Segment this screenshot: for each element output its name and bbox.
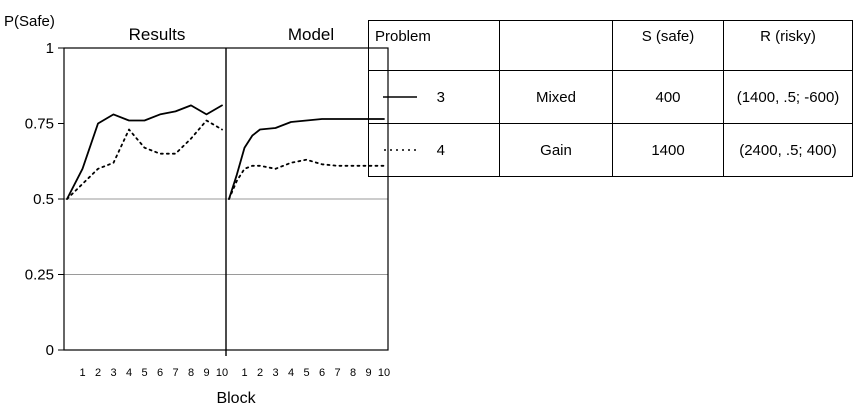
x-tick-label: 3 [110, 367, 116, 379]
y-tick-label: 0 [46, 342, 54, 359]
x-tick-label: 2 [95, 367, 101, 379]
legend-header-row: Problem S (safe) R (risky) [368, 20, 853, 71]
x-tick-label: 1 [79, 367, 85, 379]
header-risky: R (risky) [723, 20, 853, 71]
header-domain [499, 20, 613, 71]
x-tick-label: 8 [188, 367, 194, 379]
x-tick-label: 7 [334, 367, 340, 379]
safe-cell: 1400 [612, 123, 724, 177]
series-line-dotted [66, 119, 223, 200]
x-tick-label: 6 [319, 367, 325, 379]
problem-number: 3 [436, 88, 445, 106]
problem-number: 4 [436, 141, 445, 159]
series-line-dotted [228, 158, 385, 200]
x-tick-label: 9 [203, 367, 209, 379]
solid-line-swatch [383, 96, 417, 98]
series-line-solid [66, 104, 223, 200]
dotted-line-swatch [384, 149, 417, 151]
x-tick-label: 6 [157, 367, 163, 379]
panel-title: Model [288, 25, 334, 44]
safe-cell: 400 [612, 70, 724, 124]
legend-problem-cell: 3 [368, 70, 500, 124]
risky-cell: (2400, .5; 400) [723, 123, 853, 177]
legend-row: 3 Mixed 400 (1400, .5; -600) [368, 70, 853, 124]
x-tick-label: 8 [350, 367, 356, 379]
panel-title: Results [129, 25, 186, 44]
y-tick-label: 1 [46, 40, 54, 57]
x-tick-label: 5 [303, 367, 309, 379]
y-tick-label: 0.25 [25, 267, 54, 284]
legend-row: 4 Gain 1400 (2400, .5; 400) [368, 123, 853, 177]
legend-table: Problem S (safe) R (risky) 3 Mixed 400 (… [368, 20, 853, 177]
y-tick-label: 0.5 [33, 191, 54, 208]
domain-cell: Gain [499, 123, 613, 177]
header-problem: Problem [368, 20, 500, 71]
legend-problem-cell: 4 [368, 123, 500, 177]
risky-cell: (1400, .5; -600) [723, 70, 853, 124]
x-axis-label: Block [216, 390, 256, 407]
x-tick-label: 4 [288, 367, 294, 379]
y-axis-label: P(Safe) [4, 13, 55, 30]
y-tick-label: 0.75 [25, 116, 54, 133]
x-tick-label: 1 [241, 367, 247, 379]
domain-cell: Mixed [499, 70, 613, 124]
x-tick-label: 3 [272, 367, 278, 379]
series-line-solid [228, 118, 385, 200]
x-tick-label: 10 [378, 367, 390, 379]
header-safe: S (safe) [612, 20, 724, 71]
x-tick-label: 2 [257, 367, 263, 379]
x-tick-label: 4 [126, 367, 132, 379]
x-tick-label: 5 [141, 367, 147, 379]
x-tick-label: 9 [365, 367, 371, 379]
x-tick-label: 7 [172, 367, 178, 379]
x-tick-label: 10 [216, 367, 228, 379]
